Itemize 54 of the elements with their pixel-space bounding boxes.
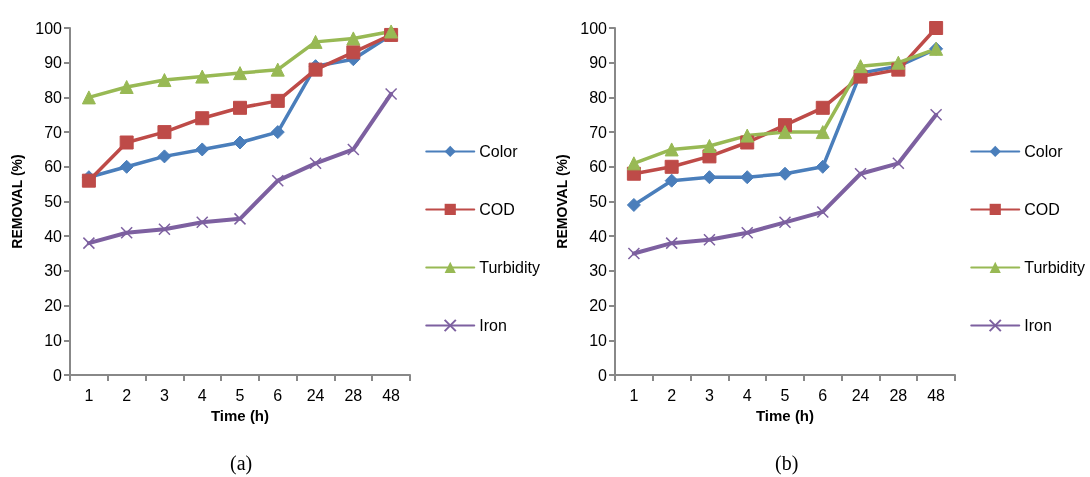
x-tick-label: 4 bbox=[197, 386, 207, 404]
x-tick-label: 24 bbox=[851, 386, 870, 404]
x-tick-label: 5 bbox=[235, 386, 245, 404]
y-axis-title: REMOVAL (%) bbox=[554, 154, 570, 249]
x-tick-label: 6 bbox=[818, 386, 828, 404]
y-tick-label: 10 bbox=[44, 331, 63, 349]
y-axis-title: REMOVAL (%) bbox=[9, 154, 25, 249]
text: (a) bbox=[230, 452, 253, 475]
x-tick-label: 24 bbox=[306, 386, 325, 404]
x-tick-label: 1 bbox=[629, 386, 639, 404]
y-tick-label: 60 bbox=[44, 158, 63, 176]
legend-label: Iron bbox=[1024, 317, 1052, 334]
y-tick-label: 0 bbox=[598, 366, 608, 384]
x-axis-title: Time (h) bbox=[755, 406, 815, 424]
x-tick-label: 28 bbox=[889, 386, 908, 404]
y-tick-label: 80 bbox=[44, 88, 63, 106]
legend-label: Color bbox=[1024, 142, 1064, 160]
x-axis-title: Time (h) bbox=[210, 406, 270, 424]
y-tick-label: 80 bbox=[589, 88, 608, 106]
legend-label: Color bbox=[479, 142, 519, 160]
y-tick-label: 90 bbox=[44, 54, 63, 72]
x-tick-label: 5 bbox=[780, 386, 790, 404]
y-tick-label: 90 bbox=[589, 54, 608, 72]
x-tick-label: 4 bbox=[742, 386, 752, 404]
y-tick-label: 30 bbox=[44, 262, 63, 280]
y-tick-label: 40 bbox=[44, 227, 63, 245]
y-tick-label: 70 bbox=[589, 123, 608, 141]
y-tick-label: 20 bbox=[44, 297, 63, 315]
text: (b) bbox=[775, 452, 799, 475]
x-tick-label: 28 bbox=[344, 386, 363, 404]
legend-label: COD bbox=[1024, 200, 1060, 218]
x-tick-label: 3 bbox=[704, 386, 714, 404]
x-tick-label: 1 bbox=[84, 386, 94, 404]
y-tick-label: 20 bbox=[589, 297, 608, 315]
y-tick-label: 60 bbox=[589, 158, 608, 176]
y-tick-label: 100 bbox=[580, 19, 608, 37]
y-tick-label: 100 bbox=[35, 19, 63, 37]
y-tick-label: 40 bbox=[589, 227, 608, 245]
legend-label: Turbidity bbox=[1024, 258, 1086, 276]
y-tick-label: 50 bbox=[44, 193, 63, 210]
legend-label: Turbidity bbox=[479, 258, 541, 276]
legend-label: COD bbox=[479, 200, 515, 218]
x-tick-label: 2 bbox=[122, 386, 132, 404]
y-tick-label: 0 bbox=[53, 366, 63, 384]
x-tick-label: 6 bbox=[273, 386, 283, 404]
x-tick-label: 48 bbox=[382, 386, 401, 404]
x-tick-label: 48 bbox=[927, 386, 946, 404]
y-tick-label: 50 bbox=[589, 193, 608, 210]
y-tick-label: 30 bbox=[589, 262, 608, 280]
legend-label: Iron bbox=[479, 317, 507, 334]
x-tick-label: 3 bbox=[159, 386, 169, 404]
x-tick-label: 2 bbox=[667, 386, 677, 404]
y-tick-label: 70 bbox=[44, 123, 63, 141]
y-tick-label: 10 bbox=[589, 331, 608, 349]
